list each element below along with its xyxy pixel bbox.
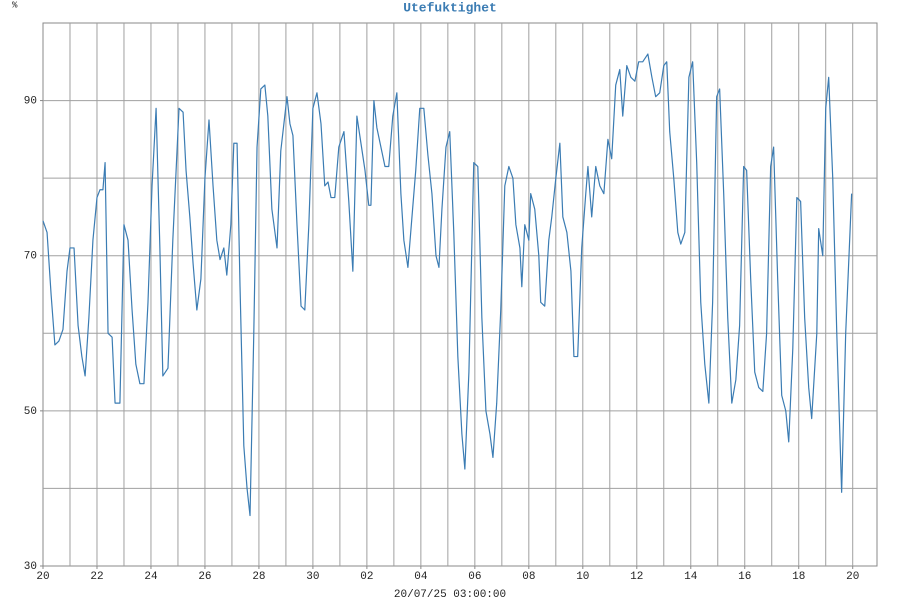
x-tick-label: 08: [522, 571, 535, 583]
x-tick-label: 16: [738, 571, 751, 583]
x-tick-label: 24: [144, 571, 158, 583]
x-tick-label: 26: [198, 571, 211, 583]
x-tick-label: 02: [360, 571, 373, 583]
y-tick-label: 70: [24, 251, 37, 263]
y-tick-label: 30: [24, 561, 37, 573]
y-tick-label: 90: [24, 95, 37, 107]
x-tick-label: 12: [630, 571, 643, 583]
x-tick-label: 20: [846, 571, 859, 583]
x-tick-label: 10: [576, 571, 589, 583]
x-tick-label: 06: [468, 571, 481, 583]
x-axis-label: 20/07/25 03:00:00: [394, 589, 506, 600]
y-unit: %: [12, 0, 18, 10]
x-tick-label: 30: [306, 571, 319, 583]
x-tick-label: 20: [36, 571, 49, 583]
x-tick-label: 28: [252, 571, 265, 583]
x-tick-label: 14: [684, 571, 698, 583]
y-tick-label: 50: [24, 406, 37, 418]
data-line: [42, 53, 853, 517]
x-tick-label: 22: [90, 571, 103, 583]
x-tick-label: 18: [792, 571, 805, 583]
chart-title: Utefuktighet: [403, 0, 497, 15]
plot-border: [42, 22, 878, 567]
x-tick-label: 04: [414, 571, 428, 583]
